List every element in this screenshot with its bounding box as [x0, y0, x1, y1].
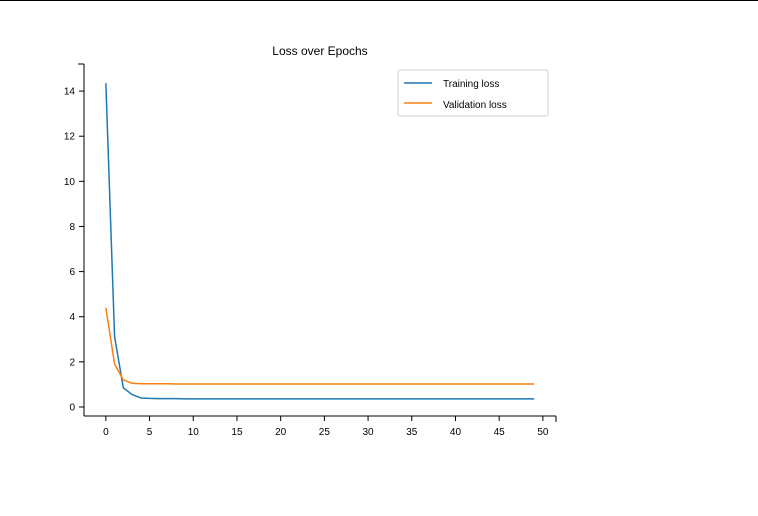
- legend: Training loss Validation loss: [397, 69, 549, 117]
- training-loss-line: [105, 83, 535, 400]
- chart-title: Loss over Epochs: [272, 44, 367, 58]
- x-tick-label: 30: [363, 427, 375, 438]
- series-lines: [105, 83, 535, 400]
- x-tick-label: 0: [103, 427, 109, 438]
- y-tick-label: 0: [69, 402, 75, 413]
- x-tick-label: 20: [275, 427, 287, 438]
- axes: 0 2 4 6 8 10 12 14 0 5 10 15 20 25 30 35 40 45 50: [64, 63, 557, 438]
- x-tick-label: 10: [188, 427, 200, 438]
- y-tick-label: 6: [69, 267, 75, 278]
- y-tick-label: 10: [64, 177, 76, 188]
- legend-label-training: Training loss: [443, 79, 499, 90]
- y-tick-label: 12: [64, 132, 76, 143]
- x-tick-label: 15: [231, 427, 243, 438]
- y-tick-label: 4: [69, 312, 75, 323]
- legend-box: [397, 69, 549, 117]
- validation-loss-line: [105, 307, 535, 385]
- x-tick-label: 45: [494, 427, 506, 438]
- x-tick-label: 40: [450, 427, 462, 438]
- x-tick-label: 50: [537, 427, 549, 438]
- x-tick-label: 5: [147, 427, 153, 438]
- y-tick-label: 2: [69, 357, 75, 368]
- x-tick-label: 25: [319, 427, 331, 438]
- legend-label-validation: Validation loss: [443, 100, 507, 111]
- x-tick-label: 35: [406, 427, 418, 438]
- top-border-line: [0, 0, 758, 1]
- y-tick-label: 8: [69, 222, 75, 233]
- y-tick-label: 14: [64, 87, 76, 98]
